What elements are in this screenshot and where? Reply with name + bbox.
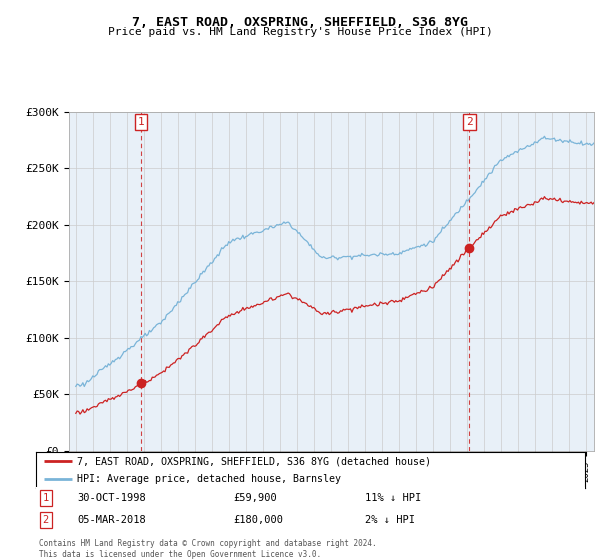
Text: £180,000: £180,000 xyxy=(233,515,284,525)
Text: 1: 1 xyxy=(137,117,144,127)
Text: 11% ↓ HPI: 11% ↓ HPI xyxy=(365,493,422,503)
Text: 05-MAR-2018: 05-MAR-2018 xyxy=(77,515,146,525)
Text: 1: 1 xyxy=(43,493,49,503)
Text: Price paid vs. HM Land Registry's House Price Index (HPI): Price paid vs. HM Land Registry's House … xyxy=(107,27,493,37)
Text: HPI: Average price, detached house, Barnsley: HPI: Average price, detached house, Barn… xyxy=(77,474,341,484)
Text: 7, EAST ROAD, OXSPRING, SHEFFIELD, S36 8YG (detached house): 7, EAST ROAD, OXSPRING, SHEFFIELD, S36 8… xyxy=(77,456,431,466)
Text: 2% ↓ HPI: 2% ↓ HPI xyxy=(365,515,415,525)
Text: 2: 2 xyxy=(43,515,49,525)
Text: 2: 2 xyxy=(466,117,473,127)
Text: 30-OCT-1998: 30-OCT-1998 xyxy=(77,493,146,503)
Text: £59,900: £59,900 xyxy=(233,493,277,503)
Text: 7, EAST ROAD, OXSPRING, SHEFFIELD, S36 8YG: 7, EAST ROAD, OXSPRING, SHEFFIELD, S36 8… xyxy=(132,16,468,29)
Text: Contains HM Land Registry data © Crown copyright and database right 2024.
This d: Contains HM Land Registry data © Crown c… xyxy=(39,539,377,559)
